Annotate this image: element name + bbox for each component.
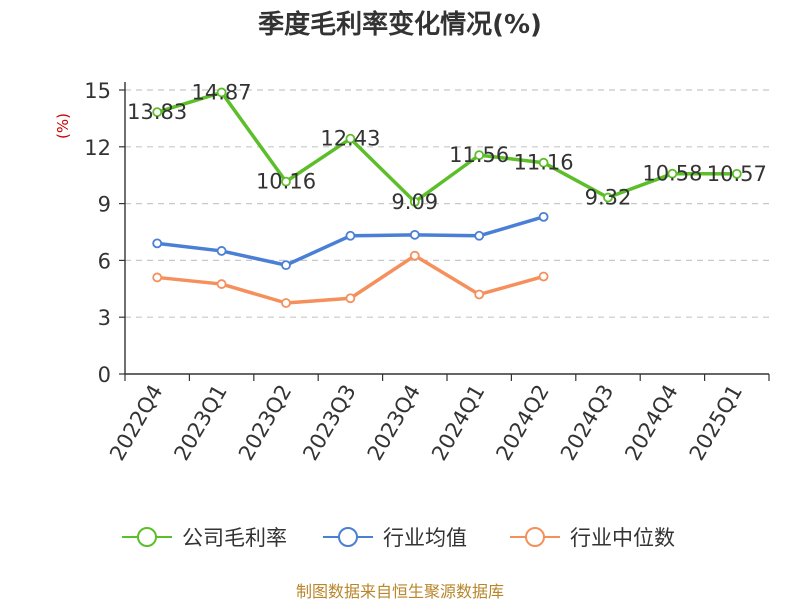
- data-point: [409, 196, 420, 207]
- legend-label: 行业中位数: [570, 526, 675, 550]
- series-layer: [152, 87, 742, 308]
- legend-marker: [338, 527, 358, 547]
- data-point: [152, 272, 163, 283]
- y-tick-label: 15: [84, 79, 111, 103]
- data-point: [474, 230, 485, 241]
- data-label: 14.87: [192, 80, 252, 104]
- data-point: [216, 87, 227, 98]
- x-tick-label: 2024Q3: [556, 381, 618, 465]
- x-tick-label: 2024Q2: [491, 381, 553, 465]
- data-point: [538, 271, 549, 282]
- legend-label: 行业均值: [383, 526, 467, 550]
- chart-title: 季度毛利率变化情况(%): [258, 10, 542, 40]
- data-point: [345, 230, 356, 241]
- data-label: 9.32: [585, 186, 632, 210]
- data-point: [281, 176, 291, 187]
- x-tick-label: 2023Q4: [363, 381, 425, 465]
- x-tick-label: 2023Q2: [234, 381, 296, 465]
- data-point: [667, 168, 678, 179]
- data-point: [409, 229, 420, 240]
- data-point: [538, 157, 549, 168]
- x-tick-label: 2022Q4: [105, 381, 167, 465]
- y-tick-label: 9: [98, 193, 111, 217]
- y-axis-label: (%): [54, 113, 72, 139]
- x-tick-label: 2025Q1: [685, 381, 747, 465]
- data-point: [345, 293, 356, 304]
- grid-lines: [125, 89, 769, 318]
- series-line: [156, 215, 545, 267]
- data-point: [281, 298, 291, 308]
- data-point: [216, 279, 227, 289]
- x-tick-label: 2023Q3: [298, 381, 360, 465]
- data-point: [409, 250, 420, 261]
- data-label: 13.83: [127, 100, 187, 124]
- data-point: [152, 107, 163, 118]
- data-point: [216, 246, 227, 256]
- x-tick-label: 2024Q4: [620, 381, 682, 465]
- data-label: 12.43: [320, 127, 380, 151]
- legend-marker: [137, 527, 157, 547]
- data-label: 11.56: [449, 143, 509, 167]
- data-label: 10.57: [707, 162, 767, 186]
- legend-label: 公司毛利率: [182, 526, 287, 550]
- y-tick-label: 3: [98, 306, 111, 330]
- legend-marker: [525, 527, 545, 547]
- x-tick-label: 2024Q1: [427, 381, 489, 465]
- x-tick-label: 2023Q1: [169, 381, 231, 465]
- data-label: 9.09: [391, 190, 438, 214]
- series-line: [156, 90, 737, 204]
- data-label: 11.16: [514, 151, 574, 175]
- data-point: [603, 192, 613, 203]
- data-label: 10.58: [642, 162, 702, 186]
- y-tick-label: 6: [98, 249, 111, 273]
- data-point: [474, 289, 485, 300]
- y-tick-label: 0: [98, 363, 111, 387]
- data-point: [474, 150, 485, 161]
- data-point: [345, 133, 356, 144]
- data-point: [731, 168, 742, 179]
- legend: 公司毛利率 行业均值 行业中位数: [122, 526, 675, 550]
- data-point: [538, 211, 549, 222]
- data-point: [281, 260, 291, 271]
- y-tick-label: 12: [84, 136, 111, 160]
- source-note: 制图数据来自恒生聚源数据库: [295, 582, 504, 601]
- data-label: 10.16: [256, 170, 316, 194]
- data-point: [152, 238, 163, 249]
